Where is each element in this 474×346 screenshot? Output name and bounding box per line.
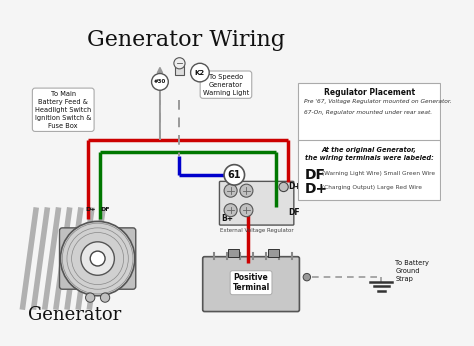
Circle shape: [100, 293, 109, 302]
Text: Generator: Generator: [28, 306, 121, 324]
Text: Regulator Placement: Regulator Placement: [324, 88, 415, 97]
Text: DF: DF: [288, 208, 300, 217]
Circle shape: [90, 251, 105, 266]
Circle shape: [224, 184, 237, 197]
FancyBboxPatch shape: [60, 228, 136, 289]
Circle shape: [224, 165, 245, 185]
Text: To Battery
Ground
Strap: To Battery Ground Strap: [395, 260, 429, 282]
Circle shape: [152, 73, 168, 90]
Text: At the original Generator,
the wiring terminals were labeled:: At the original Generator, the wiring te…: [305, 147, 434, 161]
Circle shape: [240, 204, 253, 217]
Text: To Speedo
Generator
Warning Light: To Speedo Generator Warning Light: [203, 74, 249, 95]
Circle shape: [81, 242, 114, 275]
Text: B+: B+: [221, 214, 233, 223]
Bar: [228, 249, 239, 257]
Circle shape: [279, 182, 288, 192]
Circle shape: [61, 221, 135, 296]
Text: D+: D+: [305, 182, 328, 196]
Text: (Charging Output) Large Red Wire: (Charging Output) Large Red Wire: [320, 185, 422, 190]
Circle shape: [174, 58, 185, 69]
FancyBboxPatch shape: [299, 140, 440, 200]
FancyBboxPatch shape: [203, 257, 300, 311]
Text: D+: D+: [288, 182, 301, 191]
Text: 61: 61: [228, 170, 241, 180]
Text: 67-On, Regulator mounted under rear seat.: 67-On, Regulator mounted under rear seat…: [304, 110, 432, 115]
Text: K2: K2: [195, 70, 205, 75]
Text: (Warning Light Wire) Small Green Wire: (Warning Light Wire) Small Green Wire: [320, 171, 435, 176]
Bar: [175, 62, 184, 75]
Circle shape: [224, 204, 237, 217]
Text: External Voltage Regulator: External Voltage Regulator: [220, 228, 293, 233]
Text: Generator Wiring: Generator Wiring: [87, 29, 285, 51]
Text: D+: D+: [85, 207, 95, 212]
Text: Pre '67, Voltage Regulator mounted on Generator.: Pre '67, Voltage Regulator mounted on Ge…: [304, 99, 452, 103]
Text: DF: DF: [100, 207, 110, 212]
Circle shape: [85, 293, 95, 302]
Text: #30: #30: [154, 79, 166, 84]
FancyBboxPatch shape: [299, 83, 440, 142]
Text: Positive
Terminal: Positive Terminal: [232, 273, 270, 292]
Bar: [268, 249, 279, 257]
FancyBboxPatch shape: [219, 181, 294, 225]
Text: DF: DF: [305, 169, 326, 182]
Circle shape: [240, 184, 253, 197]
Circle shape: [191, 63, 209, 82]
Text: To Main
Battery Feed &
Headlight Switch
Ignition Switch &
Fuse Box: To Main Battery Feed & Headlight Switch …: [35, 91, 91, 129]
Circle shape: [303, 273, 310, 281]
